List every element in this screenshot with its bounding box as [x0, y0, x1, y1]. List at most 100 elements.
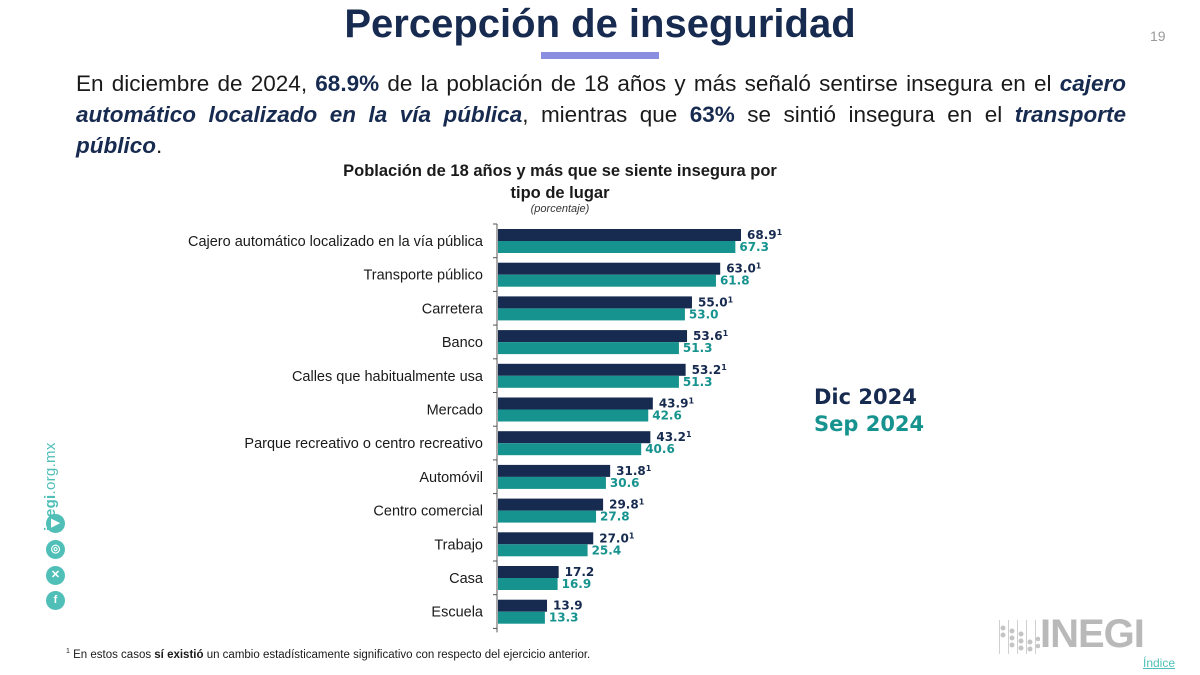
bar-sep-2024 [498, 342, 679, 355]
data-label-dec-2024: 63.01 [726, 262, 762, 276]
significance-mark: 1 [721, 363, 727, 372]
bar-sep-2024 [498, 375, 679, 388]
data-label-sep-2024: 25.4 [592, 543, 622, 557]
data-label-dec-2024: 55.01 [698, 295, 734, 309]
data-label-sep-2024: 40.6 [645, 442, 675, 456]
bar-sep-2024 [498, 578, 558, 590]
lead-highlight-value: 63% [689, 102, 735, 127]
category-label: Trabajo [434, 537, 483, 553]
footnote-text: un cambio estadísticamente significativo… [203, 648, 591, 661]
significance-mark: 1 [646, 464, 652, 473]
category-label: Transporte público [363, 268, 483, 284]
legend-item-sep-2024: Sep 2024 [814, 412, 925, 436]
bar-dec-2024 [498, 296, 692, 309]
significance-mark: 1 [728, 295, 734, 304]
bar-sep-2024 [498, 274, 716, 287]
index-link[interactable]: Índice [1143, 656, 1176, 670]
page-number: 19 [1150, 28, 1166, 44]
category-label: Cajero automático localizado en la vía p… [188, 234, 484, 250]
bar-dec-2024 [498, 599, 548, 612]
data-label-dec-2024: 27.01 [599, 531, 635, 545]
chart-title: Población de 18 años y más que se siente… [343, 162, 777, 202]
category-label: Casa [449, 571, 484, 587]
lead-text: se sintió insegura en el [734, 102, 1015, 127]
bar-dec-2024 [498, 464, 611, 477]
x-icon[interactable]: ✕ [46, 566, 65, 585]
data-label-dec-2024: 43.21 [656, 430, 692, 444]
bar-sep-2024 [498, 241, 736, 253]
bar-sep-2024 [498, 409, 649, 422]
bar-dec-2024 [498, 229, 741, 241]
data-label-sep-2024: 53.0 [689, 307, 719, 321]
category-label: Banco [442, 335, 483, 351]
lead-highlight-value: 68.9% [315, 71, 380, 96]
data-label-sep-2024: 27.8 [600, 510, 630, 524]
lead-highlight-place: cajero automático localizado en la vía p… [76, 71, 1126, 127]
data-label-sep-2024: 30.6 [610, 476, 640, 490]
bar-sep-2024 [498, 443, 642, 456]
data-label-dec-2024: 31.81 [616, 464, 652, 478]
data-label-sep-2024: 61.8 [720, 274, 750, 288]
bar-sep-2024 [498, 308, 685, 321]
category-label: Calles que habitualmente usa [292, 369, 484, 385]
category-label: Parque recreativo o centro recreativo [244, 436, 483, 452]
bar-dec-2024 [498, 566, 559, 578]
bar-dec-2024 [498, 363, 686, 376]
bar-sep-2024 [498, 476, 606, 489]
title-underline [541, 52, 659, 59]
legend-item-dec-2024: Dic 2024 [814, 385, 917, 409]
category-label: Escuela [431, 605, 484, 621]
footnote: 1 En estos casos sí existió un cambio es… [66, 648, 590, 661]
category-label: Carretera [422, 301, 484, 317]
category-label: Mercado [427, 403, 483, 419]
data-label-dec-2024: 53.21 [692, 363, 728, 377]
inegi-logo-mark [999, 620, 1040, 654]
data-label-sep-2024: 51.3 [683, 375, 713, 389]
bar-dec-2024 [498, 397, 653, 410]
footnote-text: En estos casos [69, 648, 155, 661]
facebook-icon[interactable]: f [46, 591, 65, 610]
bar-sep-2024 [498, 544, 588, 557]
chart-subtitle: (porcentaje) [530, 203, 590, 215]
significance-mark: 1 [777, 228, 783, 237]
lead-text: . [156, 133, 163, 158]
bar-dec-2024 [498, 330, 688, 343]
significance-mark: 1 [686, 430, 692, 439]
lead-text: En diciembre de 2024, [76, 71, 316, 96]
data-label-sep-2024: 67.3 [739, 240, 769, 254]
significance-mark: 1 [629, 531, 635, 540]
footnote-emphasis: sí existió [154, 648, 204, 661]
bar-sep-2024 [498, 611, 545, 624]
bar-sep-2024 [498, 510, 597, 523]
inegi-logo-text: INEGI [1040, 612, 1145, 656]
lead-paragraph: En diciembre de 2024, 68.9% de la poblac… [76, 68, 1126, 161]
youtube-icon[interactable]: ▶ [46, 514, 65, 533]
data-label-sep-2024: 51.3 [683, 341, 713, 355]
data-label-dec-2024: 43.91 [659, 397, 695, 411]
lead-text: de la población de 18 años y más señaló … [379, 71, 1060, 96]
data-label-sep-2024: 16.9 [562, 577, 592, 591]
bar-dec-2024 [498, 262, 721, 275]
legend: Dic 2024 Sep 2024 [814, 384, 924, 438]
page-title: Percepción de inseguridad [344, 2, 856, 46]
category-label: Automóvil [419, 470, 483, 486]
significance-mark: 1 [723, 329, 729, 338]
instagram-icon[interactable]: ◎ [46, 540, 65, 559]
data-label-dec-2024: 13.9 [553, 599, 583, 613]
bar-dec-2024 [498, 431, 651, 444]
significance-mark: 1 [639, 498, 645, 507]
footnote-mark: 1 [66, 648, 70, 655]
data-label-dec-2024: 68.91 [747, 228, 783, 242]
bar-dec-2024 [498, 498, 604, 511]
data-label-sep-2024: 13.3 [549, 611, 579, 625]
category-label: Centro comercial [373, 504, 483, 520]
website-rest: .org.mx [42, 442, 59, 495]
significance-mark: 1 [688, 397, 694, 406]
data-label-dec-2024: 29.81 [609, 498, 645, 512]
lead-text: , mientras que [522, 102, 690, 127]
significance-mark: 1 [756, 262, 762, 271]
bar-dec-2024 [498, 532, 594, 545]
lead-highlight-place: transporte público [76, 102, 1126, 158]
data-label-dec-2024: 53.61 [693, 329, 729, 343]
